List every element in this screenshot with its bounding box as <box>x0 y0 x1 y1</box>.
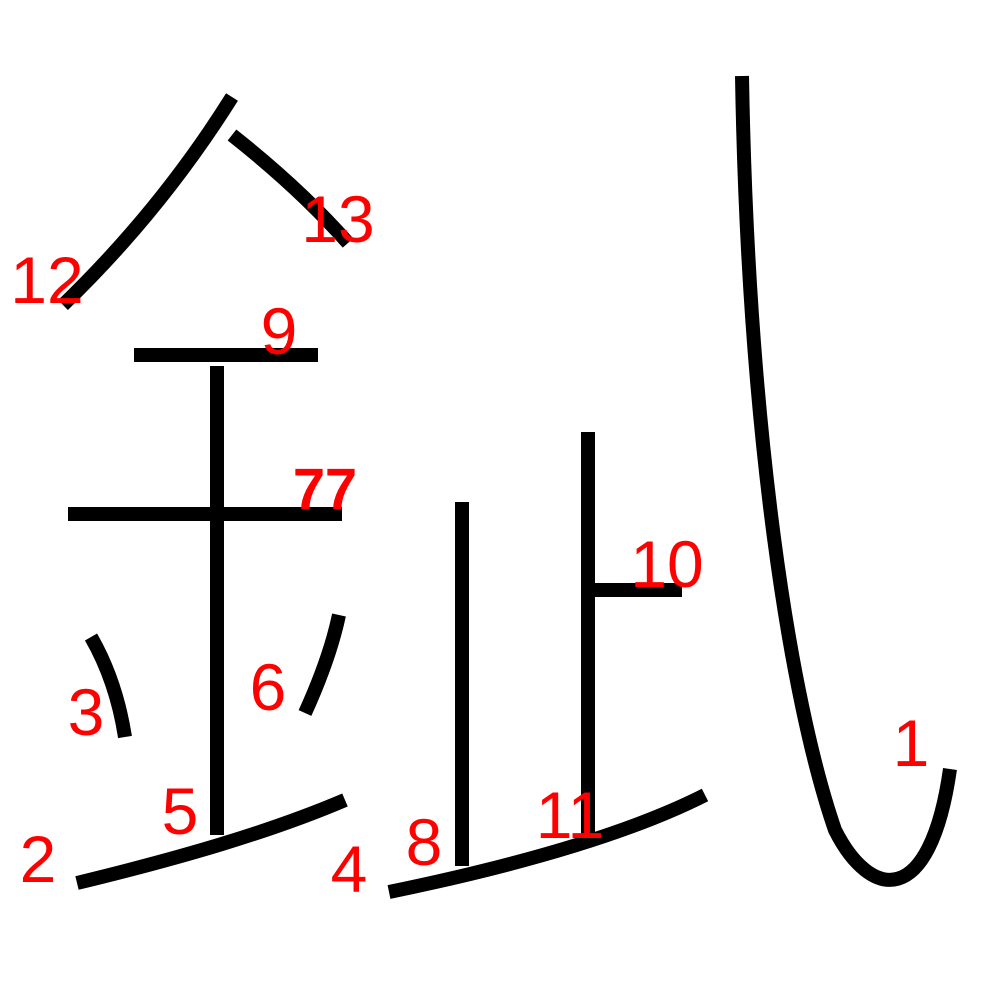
stroke-number-1: 1 <box>893 706 930 780</box>
stroke-number-12: 12 <box>10 243 83 317</box>
stroke-number-7-overlap: 7 <box>325 457 357 522</box>
stroke-2 <box>75 793 348 890</box>
stroke-6 <box>298 613 346 716</box>
stroke-number-3: 3 <box>68 675 105 749</box>
stroke-number-8: 8 <box>406 805 443 879</box>
stroke-1 <box>735 75 957 887</box>
stroke-number-13: 13 <box>301 182 374 256</box>
stroke-13 <box>227 129 354 248</box>
stroke-12 <box>58 93 238 311</box>
stroke-4 <box>387 788 709 899</box>
character-strokes <box>58 75 957 899</box>
stroke-number-11: 11 <box>536 778 605 852</box>
stroke-3 <box>84 633 132 739</box>
stroke-number-2: 2 <box>20 822 57 896</box>
stroke-number-5: 5 <box>162 774 199 848</box>
stroke-number-4: 4 <box>331 832 368 906</box>
stroke-number-6: 6 <box>250 650 287 724</box>
stroke-numbers: 1 2 3 4 5 6 8 9 10 11 12 13 7 7 <box>10 182 929 906</box>
stroke-number-7: 7 <box>293 457 325 522</box>
stroke-number-10: 10 <box>630 527 703 601</box>
stroke-number-9: 9 <box>261 294 298 368</box>
